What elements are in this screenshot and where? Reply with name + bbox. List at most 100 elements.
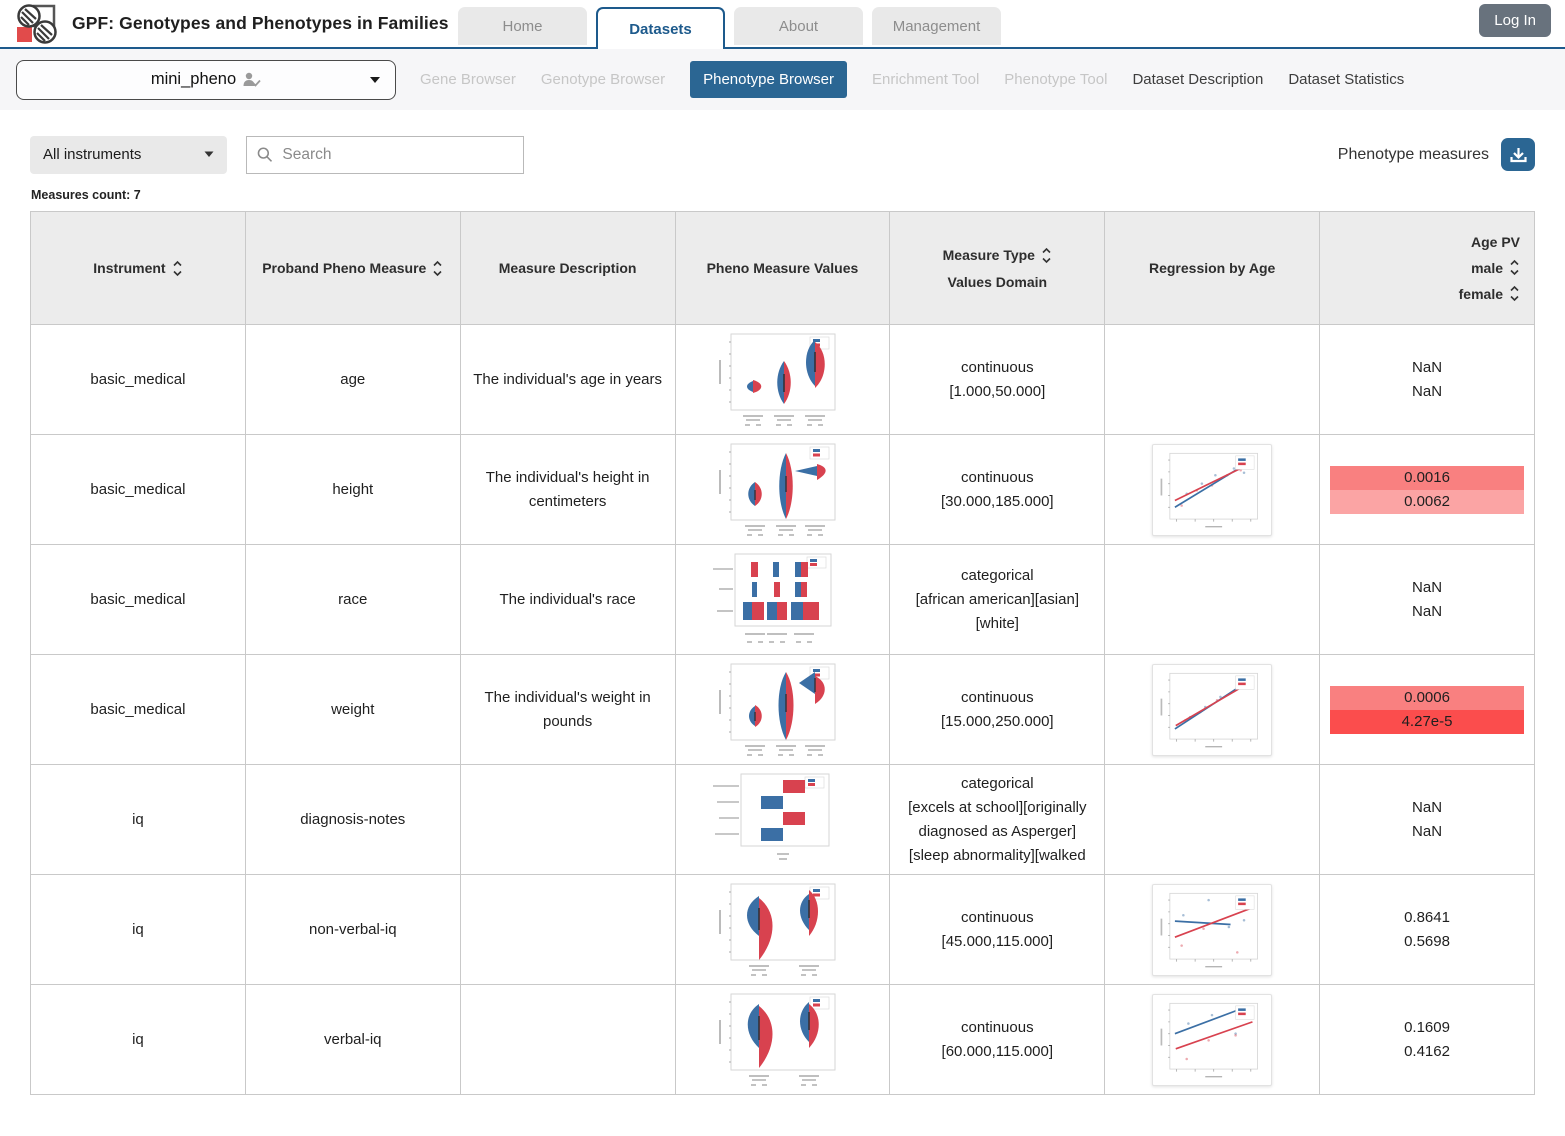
download-button[interactable] xyxy=(1501,138,1535,171)
measure-type: continuous xyxy=(961,358,1034,376)
cell-age-pv: 0.0006 4.27e-5 xyxy=(1319,654,1535,765)
tool-nav: Gene Browser Genotype Browser Phenotype … xyxy=(420,61,1404,98)
gpf-logo xyxy=(17,3,57,44)
pv-female: 4.27e-5 xyxy=(1330,709,1524,734)
violin-plot-thumbnail xyxy=(719,443,836,536)
login-button[interactable]: Log In xyxy=(1479,4,1551,37)
violin-plot-thumbnail xyxy=(719,333,836,426)
regression-plot-thumbnail xyxy=(1152,663,1273,756)
cell-values-chart xyxy=(674,874,891,985)
search-icon xyxy=(257,147,273,162)
cell-regression xyxy=(1104,984,1321,1095)
col-sublabel: Values Domain xyxy=(947,273,1048,290)
pv-female: 0.5698 xyxy=(1404,932,1450,950)
sort-icon[interactable] xyxy=(1041,247,1052,264)
sort-icon[interactable] xyxy=(1509,259,1520,276)
table-row: basic_medical race The individual's race xyxy=(30,544,1535,655)
tool-enrichment-tool: Enrichment Tool xyxy=(872,71,980,88)
regression-plot-thumbnail xyxy=(1152,443,1273,536)
tool-genotype-browser: Genotype Browser xyxy=(540,71,666,88)
phenotype-browser-content: All instruments Phenotype measures Measu… xyxy=(0,135,1565,1095)
tab-management[interactable]: Management xyxy=(872,7,1001,45)
download-label: Phenotype measures xyxy=(1337,145,1489,163)
pv-male: 0.0006 xyxy=(1330,685,1524,710)
pv-male: NaN xyxy=(1412,798,1443,816)
bar-plot-thumbnail xyxy=(713,773,830,860)
cell-age-pv: 0.0016 0.0062 xyxy=(1319,434,1535,545)
cell-measure: weight xyxy=(244,654,461,765)
cell-description xyxy=(459,874,676,985)
pv-female: NaN xyxy=(1412,602,1443,620)
table-row: basic_medical height The individual's he… xyxy=(30,434,1535,545)
pv-female: 0.0062 xyxy=(1330,489,1524,514)
sort-icon[interactable] xyxy=(172,260,183,277)
regression-plot-thumbnail xyxy=(1152,883,1273,976)
pv-female: NaN xyxy=(1412,382,1443,400)
filter-row: All instruments Phenotype measures xyxy=(30,135,1535,174)
tool-dataset-statistics[interactable]: Dataset Statistics xyxy=(1288,71,1405,88)
cell-measure-type: continuous [1.000,50.000] xyxy=(889,324,1106,435)
tab-home[interactable]: Home xyxy=(458,7,587,45)
cell-measure-type: continuous [60.000,115.000] xyxy=(889,984,1106,1095)
measure-type: continuous xyxy=(961,468,1034,486)
measure-type: continuous xyxy=(961,688,1034,706)
cell-regression xyxy=(1104,434,1321,545)
cell-values-chart xyxy=(674,984,891,1095)
search-input[interactable] xyxy=(280,144,513,165)
col-label: Age PV xyxy=(1470,234,1520,250)
tab-about[interactable]: About xyxy=(734,7,863,45)
cell-measure: race xyxy=(244,544,461,655)
instrument-filter-value: All instruments xyxy=(43,146,142,163)
col-header-age-pv: Age PV male female xyxy=(1319,211,1535,325)
brand: GPF: Genotypes and Phenotypes in Familie… xyxy=(16,0,458,47)
values-domain: [15.000,250.000] xyxy=(940,712,1054,730)
tool-gene-browser: Gene Browser xyxy=(420,71,516,88)
selected-dataset-label: mini_pheno xyxy=(150,70,237,88)
person-check-icon xyxy=(243,72,261,87)
cell-regression xyxy=(1104,764,1321,875)
violin-plot-thumbnail xyxy=(719,663,836,756)
measure-type: categorical xyxy=(961,566,1034,584)
instrument-filter-select[interactable]: All instruments xyxy=(30,135,227,174)
cell-age-pv: NaN NaN xyxy=(1319,544,1535,655)
cell-instrument: basic_medical xyxy=(30,654,246,765)
pv-male: 0.1609 xyxy=(1404,1018,1450,1036)
values-domain: [45.000,115.000] xyxy=(941,932,1054,950)
values-domain: [african american][asian] [white] xyxy=(915,590,1079,632)
values-domain: [excels at school][originally diagnosed … xyxy=(908,798,1087,864)
cell-description: The individual's height in centimeters xyxy=(459,434,676,545)
tab-label: Management xyxy=(892,17,981,35)
table-header: Instrument Proband Pheno Measure Measure… xyxy=(30,211,1535,325)
pv-female: NaN xyxy=(1412,822,1443,840)
cell-values-chart xyxy=(674,764,891,875)
dataset-bar: mini_pheno Gene Browser Genotype Browser… xyxy=(0,49,1565,110)
cell-measure: age xyxy=(244,324,461,435)
measure-type: continuous xyxy=(961,908,1034,926)
table-row: iq verbal-iq xyxy=(30,984,1535,1095)
cell-values-chart xyxy=(674,434,891,545)
col-sublabel-male: male xyxy=(1471,259,1503,276)
col-label: Proband Pheno Measure xyxy=(262,260,427,276)
pv-male: 0.0016 xyxy=(1330,465,1524,490)
table-row: basic_medical age The individual's age i… xyxy=(30,324,1535,435)
sort-icon[interactable] xyxy=(1509,285,1520,302)
app-title: GPF: Genotypes and Phenotypes in Familie… xyxy=(72,13,449,33)
values-domain: [60.000,115.000] xyxy=(941,1042,1054,1060)
tool-phenotype-browser[interactable]: Phenotype Browser xyxy=(690,61,848,98)
cell-description: The individual's race xyxy=(459,544,676,655)
search-box xyxy=(246,135,524,174)
measures-table: Instrument Proband Pheno Measure Measure… xyxy=(30,211,1535,1095)
measure-type: categorical xyxy=(961,774,1034,792)
tab-label: Datasets xyxy=(629,20,692,38)
col-label: Instrument xyxy=(93,260,166,276)
sort-icon[interactable] xyxy=(432,260,443,277)
values-domain: [30.000,185.000] xyxy=(940,492,1054,510)
tool-dataset-description[interactable]: Dataset Description xyxy=(1132,71,1264,88)
pv-female: 0.4162 xyxy=(1404,1042,1450,1060)
dataset-selector[interactable]: mini_pheno xyxy=(16,59,396,100)
pv-male: NaN xyxy=(1412,358,1443,376)
cell-instrument: basic_medical xyxy=(30,544,246,655)
app-header: GPF: Genotypes and Phenotypes in Familie… xyxy=(0,0,1565,49)
tab-datasets[interactable]: Datasets xyxy=(596,7,725,49)
cell-measure-type: continuous [45.000,115.000] xyxy=(889,874,1106,985)
